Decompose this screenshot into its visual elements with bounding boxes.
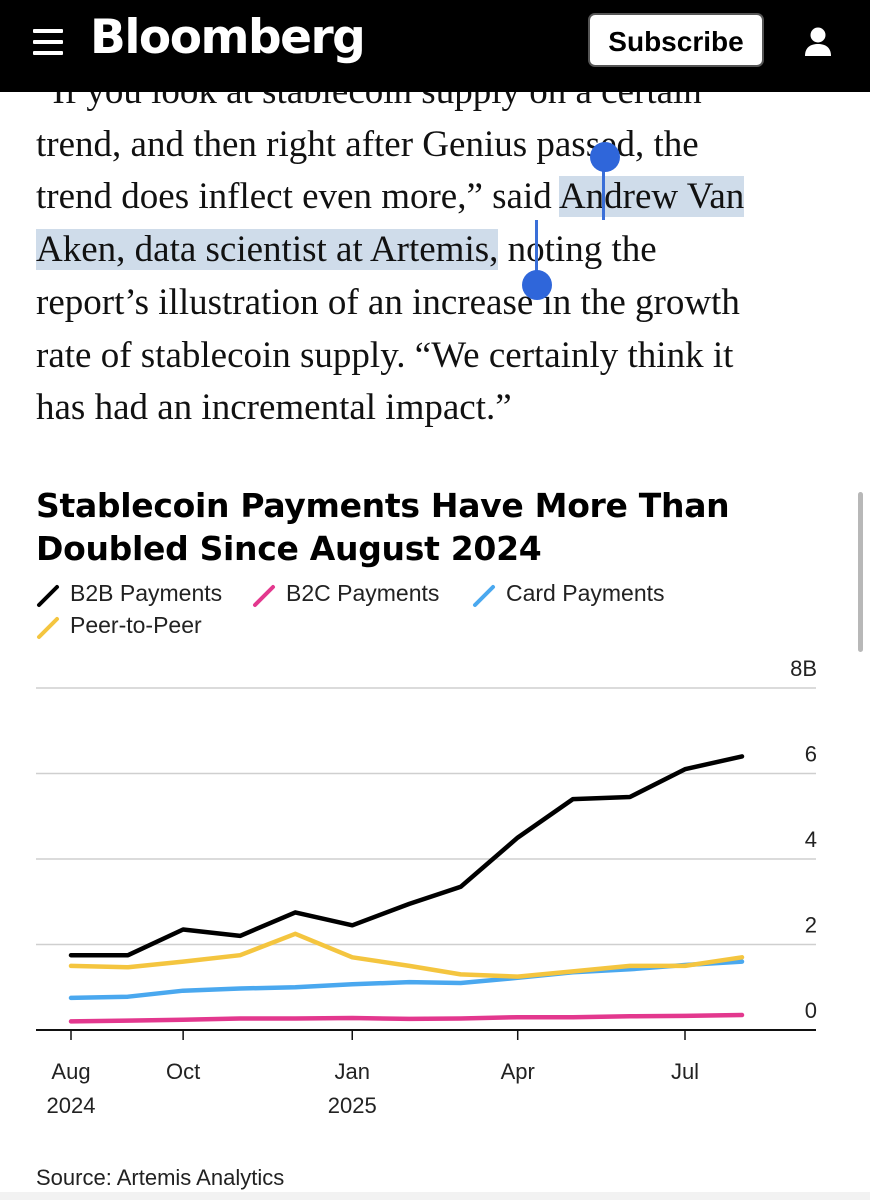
- chart-title: Stablecoin Payments Have More Than Doubl…: [36, 486, 730, 568]
- y-tick-label: 0: [805, 998, 817, 1023]
- article-text: rate of stablecoin supply. “We certainly…: [36, 334, 734, 376]
- series-line-b2b-payments: [68, 754, 745, 958]
- x-tick-label: Jul: [671, 1059, 699, 1084]
- top-navigation-bar: Bloomberg Subscribe: [0, 0, 870, 92]
- selected-text[interactable]: Andrew Van: [558, 176, 745, 218]
- legend-swatch-icon: [473, 585, 495, 607]
- brand-logo[interactable]: Bloomberg: [90, 10, 366, 65]
- article-text: trend, and then right after Genius passe…: [36, 123, 699, 165]
- article-body: “If you look at stablecoin supply on a c…: [36, 66, 846, 435]
- y-tick-label: 6: [805, 742, 817, 767]
- legend-label: Card Payments: [506, 580, 665, 606]
- article-text: noting the: [498, 229, 657, 271]
- article-text: report’s illustration of an increase in …: [36, 281, 740, 323]
- selection-start-handle[interactable]: [590, 142, 620, 172]
- x-tick-label: Jan: [335, 1059, 370, 1084]
- selected-text[interactable]: Aken, data scientist at Artemis,: [36, 229, 499, 271]
- legend-label: B2C Payments: [286, 580, 440, 606]
- x-tick-label: Aug: [51, 1059, 90, 1084]
- article-text: trend does inflect even more,” said: [36, 176, 559, 218]
- article-paragraph: “If you look at stablecoin supply on a c…: [36, 66, 846, 435]
- page-scrollbar[interactable]: [858, 492, 863, 652]
- chart-source: Source: Artemis Analytics: [36, 1165, 285, 1190]
- y-tick-label: 2: [805, 913, 817, 938]
- legend-label: Peer-to-Peer: [70, 612, 202, 638]
- article-text: has had an incremental impact.”: [36, 387, 512, 429]
- x-tick-year-label: 2025: [328, 1093, 377, 1118]
- selection-end-caret: [535, 220, 538, 278]
- selection-start-caret: [602, 160, 605, 220]
- legend-swatch-icon: [37, 617, 59, 639]
- legend-swatch-icon: [37, 585, 59, 607]
- y-tick-label: 4: [805, 827, 817, 852]
- series-line-peer-to-peer: [68, 931, 745, 979]
- line-chart: 8B 6 4 2 0 Aug 2024 Oct Jan 2025 Apr Jul: [36, 656, 817, 1118]
- y-tick-label: 8B: [790, 656, 817, 681]
- legend-label: B2B Payments: [70, 580, 223, 606]
- series-line-card-payments: [68, 959, 745, 1001]
- x-tick-label: Oct: [166, 1059, 200, 1084]
- bottom-edge: [0, 1192, 870, 1200]
- series-line-b2c-payments: [68, 1012, 745, 1024]
- x-tick-year-label: 2024: [47, 1093, 96, 1118]
- x-tick-label: Apr: [501, 1059, 535, 1084]
- legend-swatch-icon: [253, 585, 275, 607]
- subscribe-button[interactable]: Subscribe: [588, 13, 764, 67]
- user-icon[interactable]: [803, 26, 833, 58]
- selection-end-handle[interactable]: [522, 270, 552, 300]
- hamburger-menu-icon[interactable]: [33, 29, 63, 55]
